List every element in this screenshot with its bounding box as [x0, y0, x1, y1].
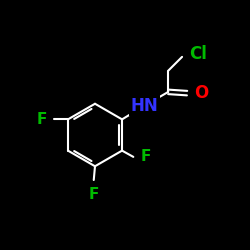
Text: F: F	[140, 150, 151, 164]
Text: F: F	[88, 187, 99, 202]
Text: F: F	[37, 112, 47, 127]
Text: Cl: Cl	[190, 46, 208, 64]
Text: HN: HN	[131, 96, 158, 114]
Text: O: O	[194, 84, 209, 102]
